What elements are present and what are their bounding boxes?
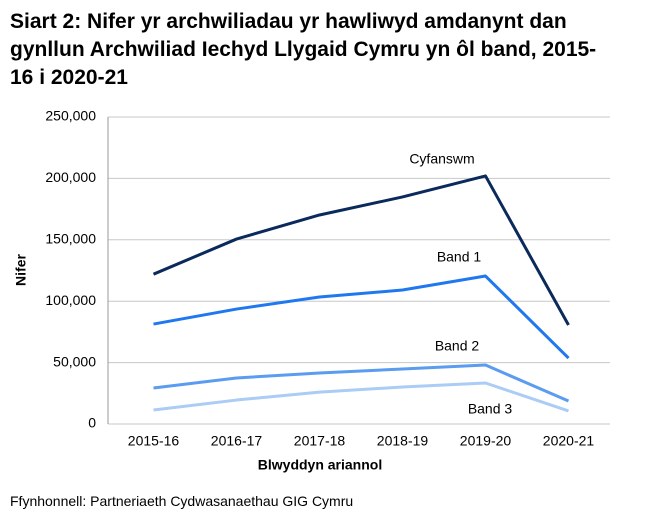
x-tick-label: 2017-18 — [294, 433, 346, 449]
series-label: Cyfanswm — [409, 151, 474, 167]
series-label: Band 1 — [437, 249, 482, 265]
y-axis-label: Nifer — [13, 254, 29, 286]
chart-title: Siart 2: Nifer yr archwiliadau yr hawliw… — [10, 10, 597, 89]
x-axis-label: Blwyddyn ariannol — [258, 457, 382, 473]
x-tick-label: 2016-17 — [211, 433, 263, 449]
y-tick-label: 0 — [88, 415, 96, 431]
series-line — [153, 363, 570, 403]
x-tick-label: 2020-21 — [543, 433, 595, 449]
source-note: Ffynhonnell: Partneriaeth Cydwasanaethau… — [10, 493, 354, 509]
x-tick-label: 2015-16 — [128, 433, 180, 449]
series-label: Band 3 — [468, 401, 513, 417]
y-tick-label: 100,000 — [45, 292, 96, 308]
series-line — [153, 274, 570, 360]
series-label: Band 2 — [435, 338, 480, 354]
y-tick-label: 200,000 — [45, 169, 96, 185]
series-line — [152, 174, 570, 326]
y-tick-label: 250,000 — [45, 108, 96, 124]
x-tick-label: 2019-20 — [460, 433, 512, 449]
y-tick-label: 50,000 — [53, 353, 96, 369]
x-tick-label: 2018-19 — [377, 433, 429, 449]
y-tick-label: 150,000 — [45, 231, 96, 247]
series-line — [153, 381, 569, 413]
